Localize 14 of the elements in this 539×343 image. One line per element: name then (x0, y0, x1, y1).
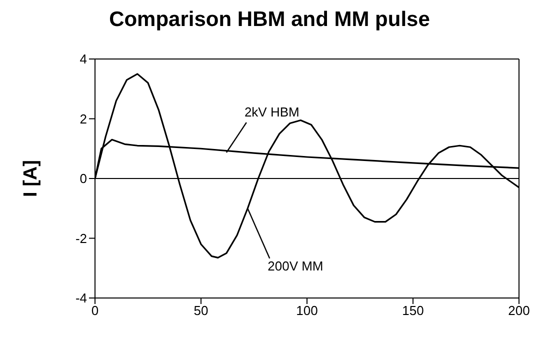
annotation: 2kV HBM (244, 104, 300, 120)
y-tick-label: -2 (75, 230, 87, 246)
x-tick-label: 100 (296, 303, 318, 318)
x-tick-label: 50 (194, 303, 208, 318)
x-tick-label: 0 (91, 303, 99, 318)
x-tick-label: 200 (508, 303, 530, 318)
annotation: 200V MM (268, 258, 324, 274)
y-tick-label: 0 (80, 171, 87, 186)
chart-title: Comparison HBM and MM pulse (108, 8, 431, 32)
y-tick-label: 4 (80, 52, 87, 67)
y-tick-label: -4 (75, 290, 87, 306)
y-axis-title: I [A] (20, 160, 42, 197)
y-tick-label: 2 (80, 111, 87, 126)
x-tick-label: 150 (402, 303, 424, 318)
